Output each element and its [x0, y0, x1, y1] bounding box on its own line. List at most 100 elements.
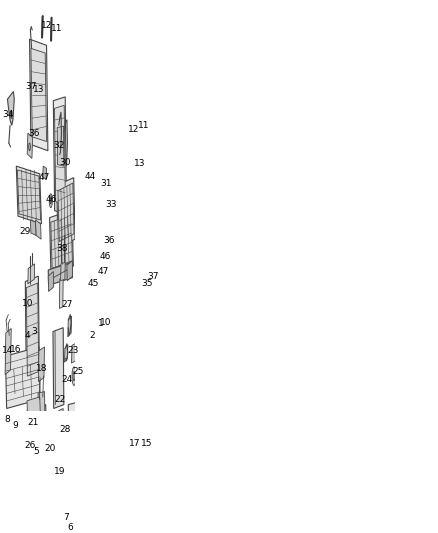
Polygon shape: [53, 97, 67, 215]
Text: 29: 29: [20, 227, 31, 236]
Polygon shape: [54, 106, 65, 205]
Polygon shape: [38, 392, 45, 414]
Polygon shape: [25, 276, 39, 383]
Circle shape: [97, 229, 98, 235]
Polygon shape: [101, 147, 106, 201]
Polygon shape: [58, 183, 74, 241]
Polygon shape: [81, 293, 110, 407]
Circle shape: [96, 224, 99, 238]
Text: 1: 1: [98, 319, 103, 328]
Text: 19: 19: [54, 467, 66, 476]
Text: 12: 12: [40, 21, 52, 30]
Circle shape: [73, 372, 75, 381]
Text: 45: 45: [88, 279, 99, 288]
Text: 28: 28: [60, 425, 71, 434]
Text: 31: 31: [100, 179, 112, 188]
Polygon shape: [53, 328, 64, 408]
Text: 13: 13: [134, 159, 146, 168]
Text: 15: 15: [141, 439, 152, 448]
Text: 5: 5: [33, 447, 39, 456]
Text: 32: 32: [53, 141, 65, 150]
Text: 4: 4: [25, 331, 30, 340]
Polygon shape: [31, 49, 46, 141]
Text: 26: 26: [24, 441, 35, 450]
Polygon shape: [24, 405, 46, 451]
Polygon shape: [30, 220, 36, 236]
Text: 7: 7: [64, 513, 70, 522]
Polygon shape: [39, 347, 45, 382]
Polygon shape: [27, 397, 41, 426]
Text: 35: 35: [141, 279, 153, 288]
Polygon shape: [27, 133, 32, 158]
Text: 10: 10: [100, 318, 111, 327]
Text: 3: 3: [31, 327, 37, 336]
Circle shape: [49, 194, 52, 208]
Polygon shape: [98, 61, 110, 162]
Polygon shape: [105, 202, 111, 244]
Text: 11: 11: [51, 24, 63, 33]
Text: 30: 30: [60, 158, 71, 167]
Text: 8: 8: [4, 416, 10, 424]
Polygon shape: [5, 328, 11, 375]
Text: 33: 33: [105, 200, 117, 209]
Polygon shape: [29, 39, 48, 151]
Text: 37: 37: [25, 83, 37, 91]
Text: 47: 47: [97, 267, 109, 276]
Text: 6: 6: [68, 523, 74, 532]
Polygon shape: [26, 283, 39, 376]
Text: 2: 2: [89, 331, 95, 340]
Text: 18: 18: [36, 364, 48, 373]
Text: 9: 9: [13, 421, 18, 430]
Polygon shape: [43, 166, 46, 179]
Polygon shape: [89, 278, 98, 301]
Polygon shape: [71, 343, 76, 363]
Text: 12: 12: [128, 125, 139, 134]
Text: 44: 44: [85, 172, 96, 181]
Text: 11: 11: [138, 121, 150, 130]
Text: 23: 23: [67, 346, 78, 356]
Text: 47: 47: [38, 173, 49, 182]
Text: 21: 21: [28, 418, 39, 427]
Polygon shape: [57, 177, 75, 247]
Text: 37: 37: [148, 272, 159, 281]
Polygon shape: [105, 139, 110, 193]
Polygon shape: [5, 347, 40, 408]
Circle shape: [50, 198, 51, 204]
Text: 46: 46: [46, 195, 57, 204]
Polygon shape: [35, 220, 41, 239]
Text: 25: 25: [73, 367, 84, 376]
Circle shape: [11, 111, 12, 118]
Polygon shape: [96, 53, 111, 172]
Polygon shape: [64, 345, 68, 362]
Text: 36: 36: [28, 128, 39, 138]
Circle shape: [92, 288, 93, 295]
Polygon shape: [7, 92, 14, 125]
Text: 46: 46: [99, 252, 111, 261]
Polygon shape: [67, 261, 73, 281]
Polygon shape: [57, 126, 64, 166]
Polygon shape: [68, 316, 72, 337]
Text: 24: 24: [61, 375, 72, 384]
Polygon shape: [48, 271, 54, 292]
Polygon shape: [51, 215, 72, 269]
Text: 16: 16: [10, 345, 21, 354]
Text: 14: 14: [2, 346, 14, 356]
Text: 27: 27: [61, 300, 73, 309]
Polygon shape: [82, 299, 109, 401]
Polygon shape: [107, 243, 111, 285]
Polygon shape: [119, 389, 124, 449]
Text: 34: 34: [2, 110, 14, 119]
Polygon shape: [113, 374, 119, 424]
Polygon shape: [61, 438, 66, 479]
Polygon shape: [16, 166, 42, 224]
Polygon shape: [18, 170, 41, 220]
Text: 10: 10: [22, 298, 34, 308]
Circle shape: [72, 367, 76, 385]
Polygon shape: [28, 264, 35, 284]
Circle shape: [108, 257, 110, 264]
Polygon shape: [68, 393, 115, 466]
Polygon shape: [60, 278, 63, 309]
Text: 13: 13: [33, 85, 45, 94]
Polygon shape: [48, 262, 72, 285]
Text: 17: 17: [129, 439, 141, 448]
